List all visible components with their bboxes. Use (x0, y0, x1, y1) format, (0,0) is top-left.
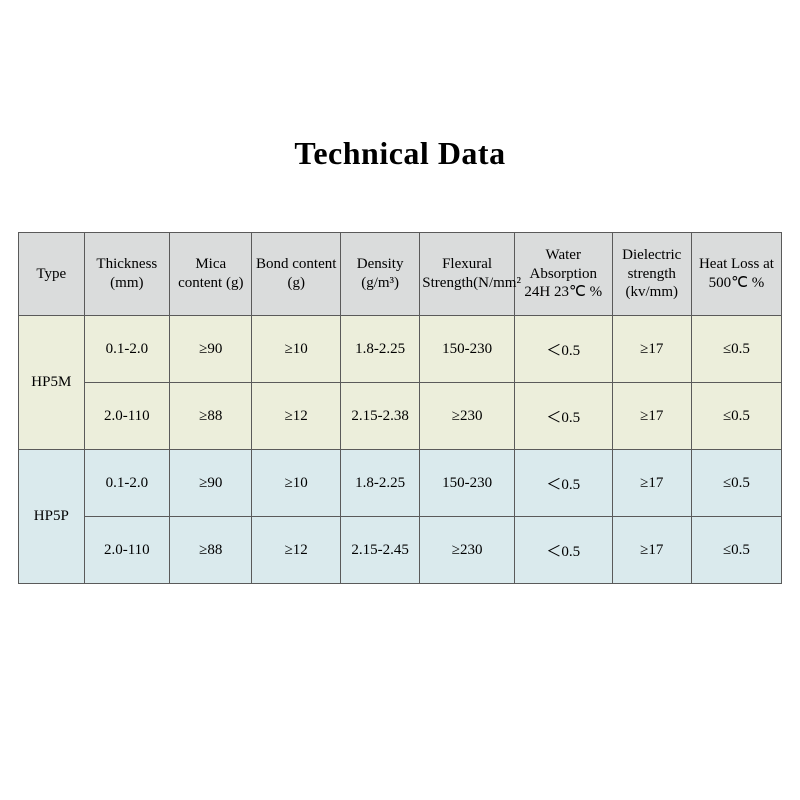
header-row: Type Thickness (mm) Mica content (g) Bon… (19, 233, 782, 316)
cell: ≥10 (252, 316, 341, 383)
table-row: 2.0-110 ≥88 ≥12 2.15-2.38 ≥230 ＜0.5 ≥17 … (19, 383, 782, 450)
cell: ≥17 (612, 383, 691, 450)
cell: ≥90 (170, 450, 252, 517)
header-thickness: Thickness (mm) (84, 233, 169, 316)
cell: 2.15-2.38 (340, 383, 419, 450)
cell: ≤0.5 (691, 316, 781, 383)
cell: 2.15-2.45 (340, 517, 419, 584)
table-body: HP5M 0.1-2.0 ≥90 ≥10 1.8-2.25 150-230 ＜0… (19, 316, 782, 584)
header-mica: Mica content (g) (170, 233, 252, 316)
cell: 150-230 (420, 316, 515, 383)
cell: ≥12 (252, 383, 341, 450)
table-row: 2.0-110 ≥88 ≥12 2.15-2.45 ≥230 ＜0.5 ≥17 … (19, 517, 782, 584)
type-cell: HP5M (19, 316, 85, 450)
cell: ≥230 (420, 383, 515, 450)
header-type: Type (19, 233, 85, 316)
header-water: Water Absorption 24H 23℃ % (514, 233, 612, 316)
cell: 1.8-2.25 (340, 450, 419, 517)
cell: 0.1-2.0 (84, 450, 169, 517)
cell: ≥88 (170, 383, 252, 450)
technical-data-table-wrap: Type Thickness (mm) Mica content (g) Bon… (0, 232, 800, 584)
cell: ≤0.5 (691, 383, 781, 450)
header-dielectric: Dielectric strength (kv/mm) (612, 233, 691, 316)
cell: ≥88 (170, 517, 252, 584)
table-row: HP5P 0.1-2.0 ≥90 ≥10 1.8-2.25 150-230 ＜0… (19, 450, 782, 517)
cell: ＜0.5 (514, 450, 612, 517)
cell: ＜0.5 (514, 517, 612, 584)
cell: 150-230 (420, 450, 515, 517)
cell: ≥230 (420, 517, 515, 584)
table-row: HP5M 0.1-2.0 ≥90 ≥10 1.8-2.25 150-230 ＜0… (19, 316, 782, 383)
cell: ≤0.5 (691, 450, 781, 517)
cell: ≥17 (612, 316, 691, 383)
cell: ＜0.5 (514, 316, 612, 383)
cell: ≤0.5 (691, 517, 781, 584)
cell: 2.0-110 (84, 517, 169, 584)
cell: ≥10 (252, 450, 341, 517)
header-heatloss: Heat Loss at 500℃ % (691, 233, 781, 316)
cell: 0.1-2.0 (84, 316, 169, 383)
cell: ＜0.5 (514, 383, 612, 450)
table-head: Type Thickness (mm) Mica content (g) Bon… (19, 233, 782, 316)
header-flexural: Flexural Strength(N/mm² (420, 233, 515, 316)
cell: ≥17 (612, 450, 691, 517)
cell: 1.8-2.25 (340, 316, 419, 383)
cell: ≥12 (252, 517, 341, 584)
cell: ≥17 (612, 517, 691, 584)
header-bond: Bond content (g) (252, 233, 341, 316)
cell: 2.0-110 (84, 383, 169, 450)
page-title: Technical Data (0, 0, 800, 232)
cell: ≥90 (170, 316, 252, 383)
header-density: Density (g/m³) (340, 233, 419, 316)
type-cell: HP5P (19, 450, 85, 584)
technical-data-table: Type Thickness (mm) Mica content (g) Bon… (18, 232, 782, 584)
